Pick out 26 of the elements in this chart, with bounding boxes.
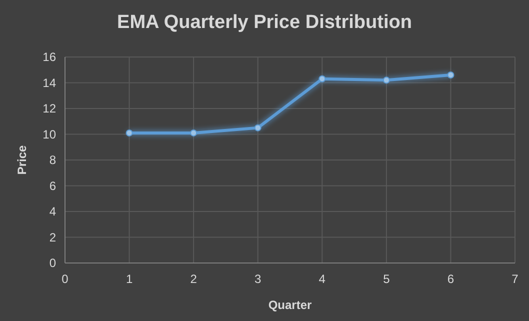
point xyxy=(190,129,198,136)
point xyxy=(126,129,133,136)
chart-title: EMA Quarterly Price Distribution xyxy=(117,12,412,33)
x-tick-label: 7 xyxy=(512,272,519,286)
y-tick-label: 2 xyxy=(49,230,56,244)
point xyxy=(382,76,390,84)
y-tick-label: 4 xyxy=(49,204,56,219)
x-tick-label: 6 xyxy=(447,272,454,286)
y-tick-label: 0 xyxy=(49,256,56,270)
y-tick-label: 12 xyxy=(42,102,56,116)
x-axis-title: Quarter xyxy=(268,298,312,312)
y-axis-title: Price xyxy=(15,145,29,175)
point xyxy=(318,75,326,82)
x-tick-label: 4 xyxy=(318,272,326,286)
y-tick-label: 10 xyxy=(42,127,56,142)
x-tick-label: 0 xyxy=(62,272,69,286)
point xyxy=(447,72,454,79)
x-tick-label: 5 xyxy=(383,272,390,286)
y-tick-label: 14 xyxy=(42,76,56,90)
point xyxy=(254,124,262,132)
x-tick-label: 2 xyxy=(190,272,198,286)
y-tick-label: 16 xyxy=(42,50,56,64)
y-tick-label: 6 xyxy=(49,178,56,193)
y-tick-label: 8 xyxy=(49,153,56,168)
x-tick-label: 1 xyxy=(126,272,133,286)
x-tick-label: 3 xyxy=(254,272,262,286)
